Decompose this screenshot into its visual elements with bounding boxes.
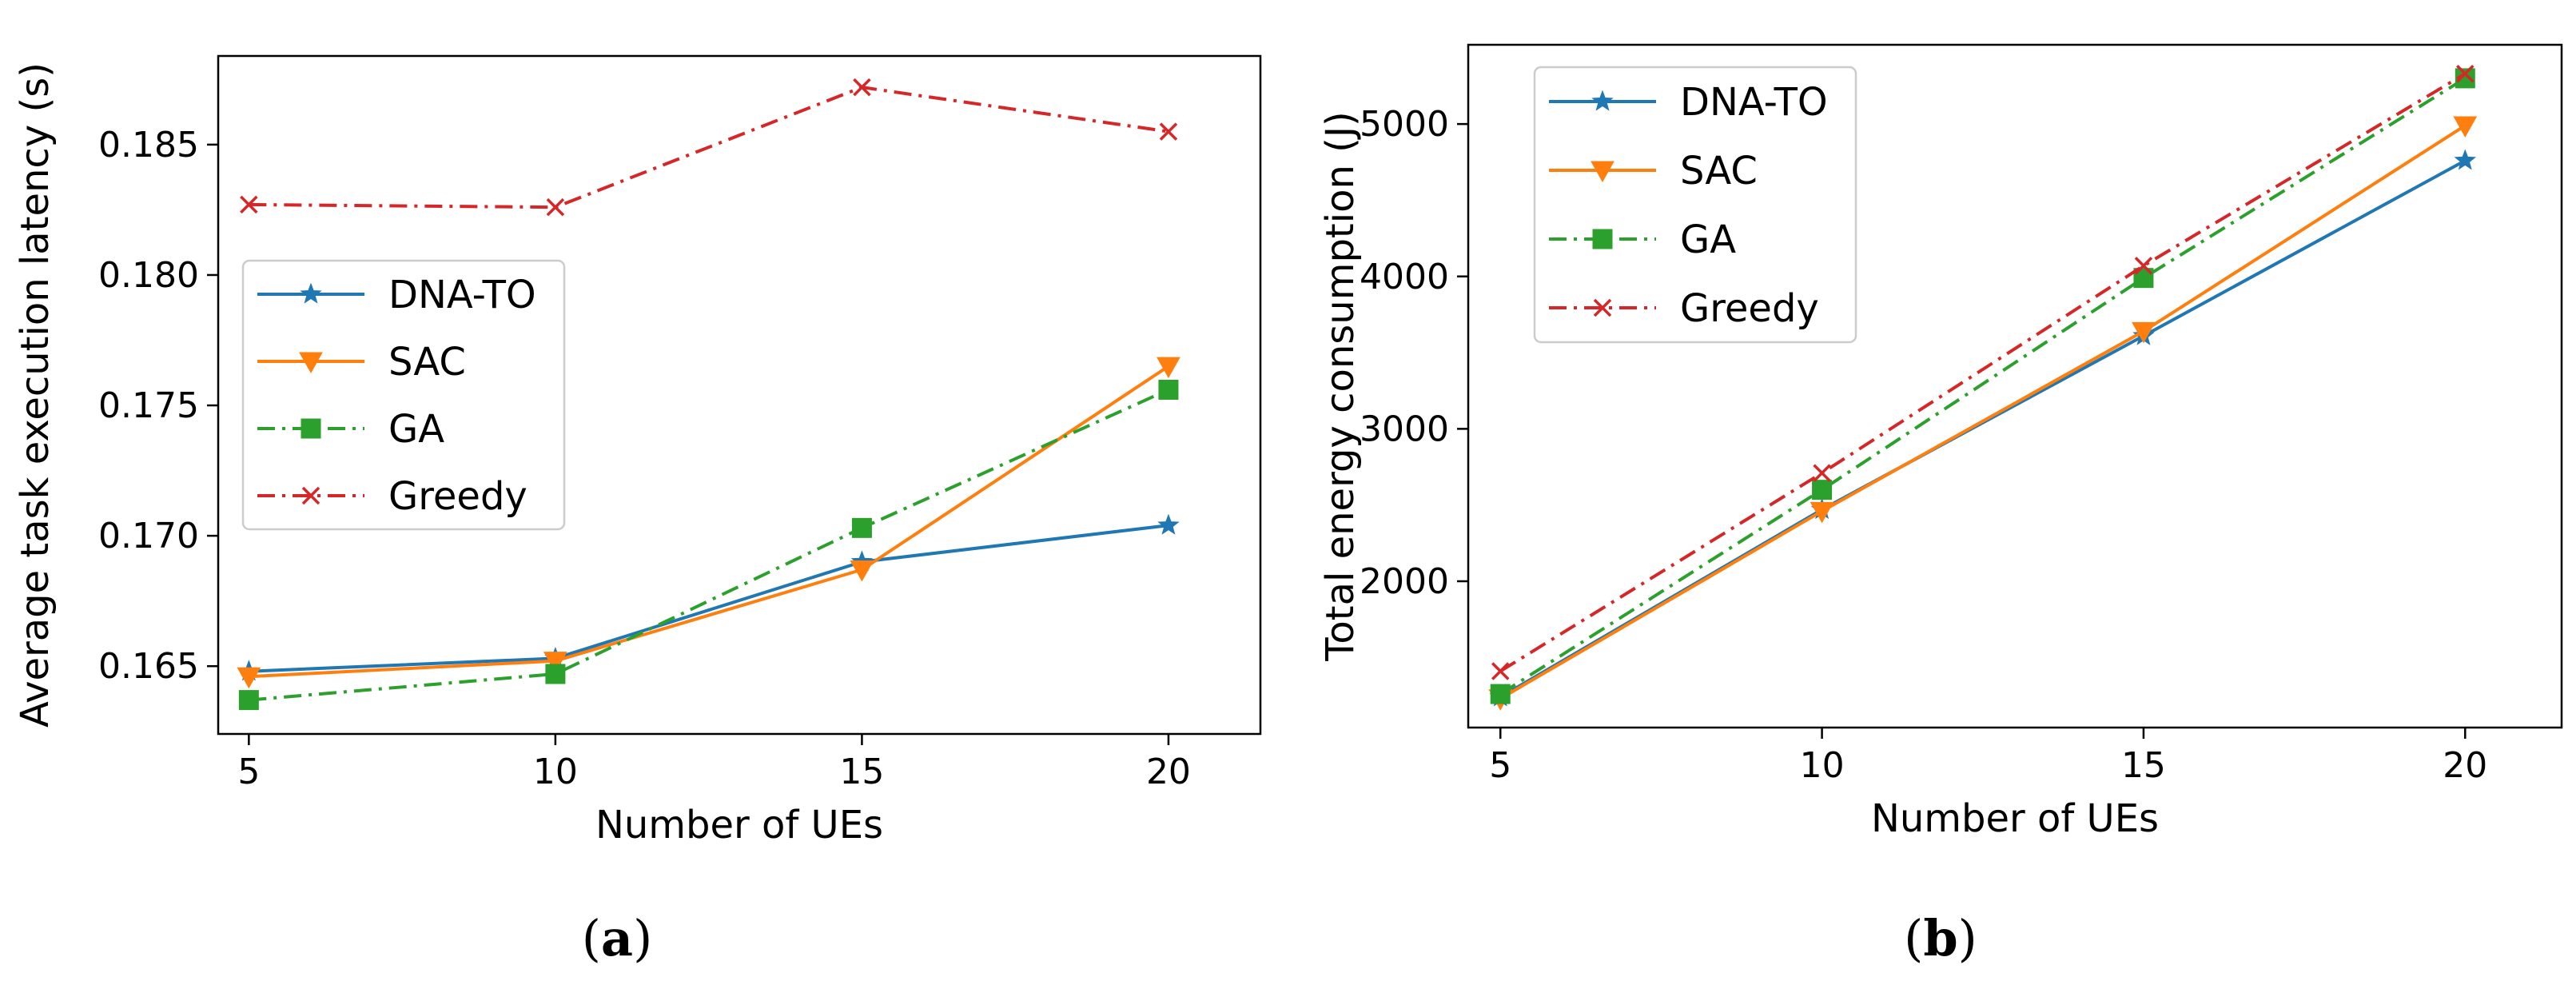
data-point-greedy-5	[1491, 662, 1510, 680]
data-point-sac-10	[543, 652, 567, 673]
x-tick-label-5: 5	[1489, 745, 1511, 786]
legend-label-sac: SAC	[1680, 149, 1758, 193]
caption-a-letter: a	[601, 909, 633, 967]
legend-label-dna-to: DNA-TO	[1680, 80, 1828, 125]
x-tick-label-20: 20	[2443, 745, 2487, 786]
legend-marker-dna-to	[1591, 90, 1614, 111]
data-point-sac-15	[2132, 321, 2156, 344]
x-tick-label-15: 15	[839, 752, 884, 792]
caption-a: (a)	[582, 909, 653, 967]
legend: DNA-TO SAC GA Greedy	[1533, 66, 1857, 344]
legend-marker-sac	[1591, 161, 1614, 183]
data-point-ga-5	[238, 690, 259, 711]
caption-b-open-paren: (	[1904, 909, 1923, 967]
y-tick-label-1: 3000	[1360, 409, 1449, 449]
data-point-dna-to-20	[1157, 513, 1180, 535]
y-axis-label: Total energy consumption (J)	[1318, 111, 1363, 662]
data-point-sac-10	[1810, 501, 1834, 524]
caption-b-close-paren: )	[1958, 909, 1977, 967]
legend-box	[241, 259, 566, 531]
data-point-greedy-10	[546, 197, 565, 217]
series-line-ga	[249, 388, 1169, 702]
legend-label-dna-to: DNA-TO	[388, 273, 536, 317]
data-point-sac-20	[1157, 357, 1181, 379]
legend-label-greedy: Greedy	[1680, 286, 1819, 331]
x-axis-label: Number of UEs	[595, 803, 883, 847]
y-tick-label-0: 2000	[1360, 561, 1449, 602]
data-point-ga-20	[1158, 379, 1179, 400]
series-line-greedy	[1499, 72, 2467, 673]
data-point-greedy-15	[853, 78, 871, 97]
series-line-sac	[249, 365, 1170, 679]
data-point-ga-10	[545, 664, 566, 684]
series-line-greedy	[249, 86, 1169, 209]
x-tick-label-10: 10	[1800, 745, 1845, 786]
y-axis-label: Average task execution latency (s)	[13, 62, 58, 728]
legend-label-ga: GA	[1680, 217, 1736, 262]
panel-a-latency-chart: 5 10 15 20 0.165 0.170 0.175 0.180 0.185 Number o…	[13, 54, 1262, 847]
y-tick-label-2: 4000	[1360, 257, 1449, 297]
x-tick-label-10: 10	[533, 752, 578, 792]
data-point-greedy-20	[2456, 64, 2474, 83]
y-tick-label-0: 0.165	[98, 646, 199, 687]
x-tick-label-15: 15	[2121, 745, 2166, 786]
x-axis-label: Number of UEs	[1871, 796, 2159, 841]
series-line-sac	[1499, 124, 2467, 700]
caption-b-letter: b	[1923, 909, 1957, 967]
y-tick-label-4: 0.185	[98, 125, 199, 165]
panel-1-plot-frame	[1467, 43, 2563, 729]
legend-marker-ga	[301, 418, 321, 439]
legend-label-sac: SAC	[388, 340, 466, 385]
caption-a-open-paren: (	[582, 909, 601, 967]
data-point-greedy-15	[2134, 257, 2153, 275]
data-point-greedy-10	[1813, 464, 1831, 482]
data-point-ga-10	[1812, 480, 1833, 500]
caption-b: (b)	[1904, 909, 1977, 967]
y-tick-label-3: 0.180	[98, 255, 199, 296]
y-tick-label-3: 5000	[1360, 104, 1449, 145]
caption-a-close-paren: )	[633, 909, 652, 967]
data-point-greedy-20	[1159, 122, 1178, 141]
legend-label-greedy: Greedy	[388, 474, 528, 519]
series-line-dna-to	[249, 524, 1169, 673]
legend-marker-dna-to	[300, 282, 322, 304]
legend-marker-greedy	[1593, 298, 1612, 317]
legend-box	[1533, 66, 1857, 344]
data-point-ga-5	[1490, 684, 1511, 704]
y-tick-label-2: 0.175	[98, 385, 199, 426]
data-point-sac-5	[237, 667, 261, 689]
series-line-ga	[1499, 77, 2467, 696]
legend-marker-ga	[1592, 229, 1613, 249]
y-tick-label-1: 0.170	[98, 516, 199, 556]
legend-marker-sac	[299, 352, 323, 374]
legend-label-ga: GA	[388, 407, 444, 452]
data-point-greedy-5	[240, 195, 258, 214]
data-point-sac-20	[2453, 116, 2478, 138]
panel-0-plot-frame	[217, 54, 1262, 736]
legend-marker-greedy	[301, 486, 321, 505]
data-point-ga-15	[851, 517, 872, 538]
x-tick-label-5: 5	[237, 752, 260, 792]
legend: DNA-TO SAC GA Greedy	[241, 259, 566, 531]
x-tick-label-20: 20	[1146, 752, 1191, 792]
panel-b-energy-chart: 5 10 15 20 2000 3000 4000 5000 Number of UEs Tota…	[1318, 43, 2563, 841]
data-point-dna-to-20	[2454, 149, 2477, 170]
data-point-sac-15	[850, 560, 874, 582]
